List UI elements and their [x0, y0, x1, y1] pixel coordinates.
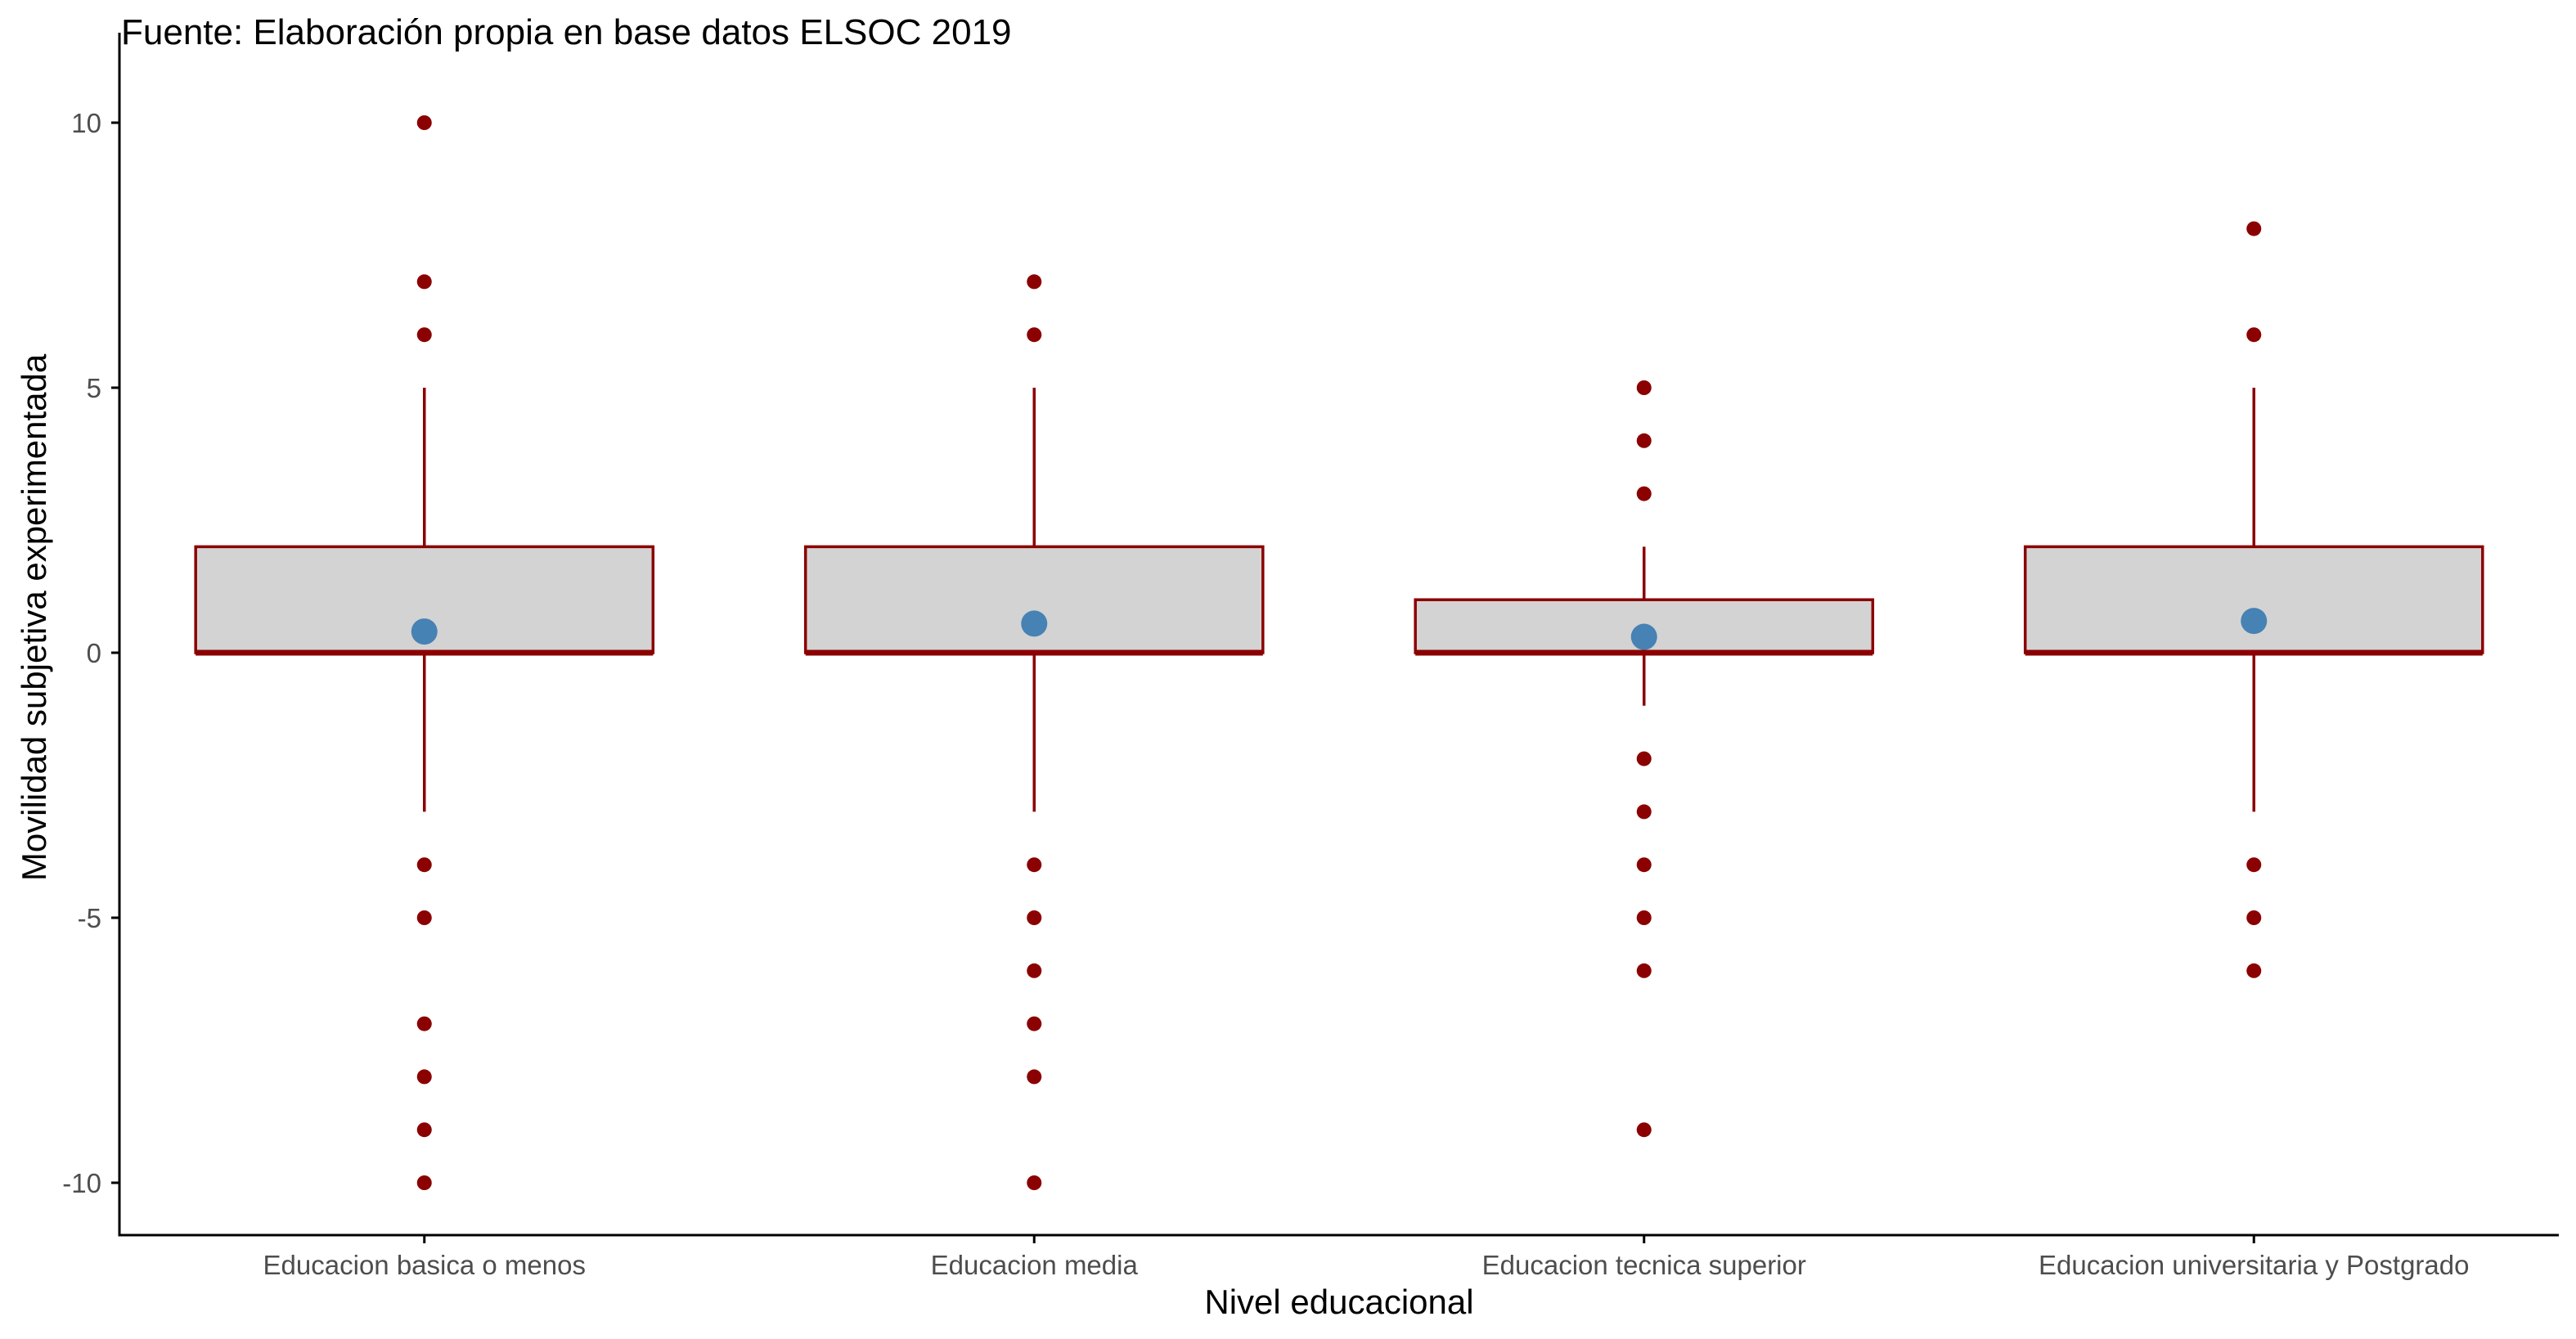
- box-iqr: [803, 545, 1265, 654]
- outlier-point: [1636, 857, 1652, 873]
- outlier-point: [1027, 327, 1042, 343]
- y-tick-label: 5: [87, 373, 101, 403]
- y-tick-label: 10: [71, 108, 101, 138]
- chart-caption: Fuente: Elaboración propia en base datos…: [121, 12, 1012, 52]
- y-axis-ticks: -10 -5 0 5 10: [62, 108, 119, 1198]
- y-tick-label: 0: [87, 638, 101, 668]
- x-axis-ticks: Educacion basica o menos Educacion media E…: [263, 1235, 2469, 1280]
- outlier-point: [416, 274, 432, 290]
- outlier-point: [1636, 380, 1652, 395]
- outlier-point: [416, 910, 432, 925]
- box-group: [2023, 221, 2484, 978]
- box-iqr: [2023, 545, 2484, 654]
- mean-point: [1021, 610, 1048, 637]
- outlier-point: [1027, 1175, 1042, 1190]
- x-tick-label: Educacion universitaria y Postgrado: [2039, 1250, 2469, 1280]
- outlier-point: [1636, 804, 1652, 820]
- x-tick-label: Educacion basica o menos: [263, 1250, 586, 1280]
- outlier-point: [416, 327, 432, 343]
- outlier-point: [2246, 910, 2262, 925]
- outlier-point: [1027, 963, 1042, 978]
- x-tick-label: Educacion tecnica superior: [1482, 1250, 1806, 1280]
- y-tick-label: -5: [78, 903, 101, 933]
- outlier-point: [1027, 857, 1042, 873]
- outlier-point: [1636, 486, 1652, 501]
- outlier-point: [416, 857, 432, 873]
- outlier-point: [2246, 857, 2262, 873]
- outlier-point: [416, 1122, 432, 1138]
- y-axis-title: Movilidad subjetiva experimentada: [15, 353, 53, 881]
- outlier-point: [1636, 433, 1652, 448]
- outlier-point: [416, 1175, 432, 1190]
- y-tick-label: -10: [62, 1168, 101, 1198]
- box-group: [803, 274, 1265, 1190]
- outlier-point: [1636, 963, 1652, 978]
- box-group: [1414, 380, 1875, 1138]
- outlier-point: [1027, 910, 1042, 925]
- mean-point: [2241, 608, 2268, 635]
- mean-point: [1630, 623, 1657, 650]
- x-tick-label: Educacion media: [931, 1250, 1139, 1280]
- outlier-point: [416, 1069, 432, 1085]
- box-group: [194, 115, 655, 1190]
- outlier-point: [2246, 963, 2262, 978]
- outlier-point: [1636, 1122, 1652, 1138]
- outlier-point: [1027, 1016, 1042, 1031]
- outlier-point: [2246, 327, 2262, 343]
- plot-area: [194, 115, 2484, 1190]
- outlier-point: [1636, 910, 1652, 925]
- outlier-point: [1027, 274, 1042, 290]
- outlier-point: [416, 115, 432, 130]
- outlier-point: [416, 1016, 432, 1031]
- mean-point: [411, 618, 438, 645]
- x-axis-title: Nivel educacional: [1204, 1283, 1473, 1321]
- outlier-point: [2246, 221, 2262, 236]
- outlier-point: [1636, 751, 1652, 766]
- outlier-point: [1027, 1069, 1042, 1085]
